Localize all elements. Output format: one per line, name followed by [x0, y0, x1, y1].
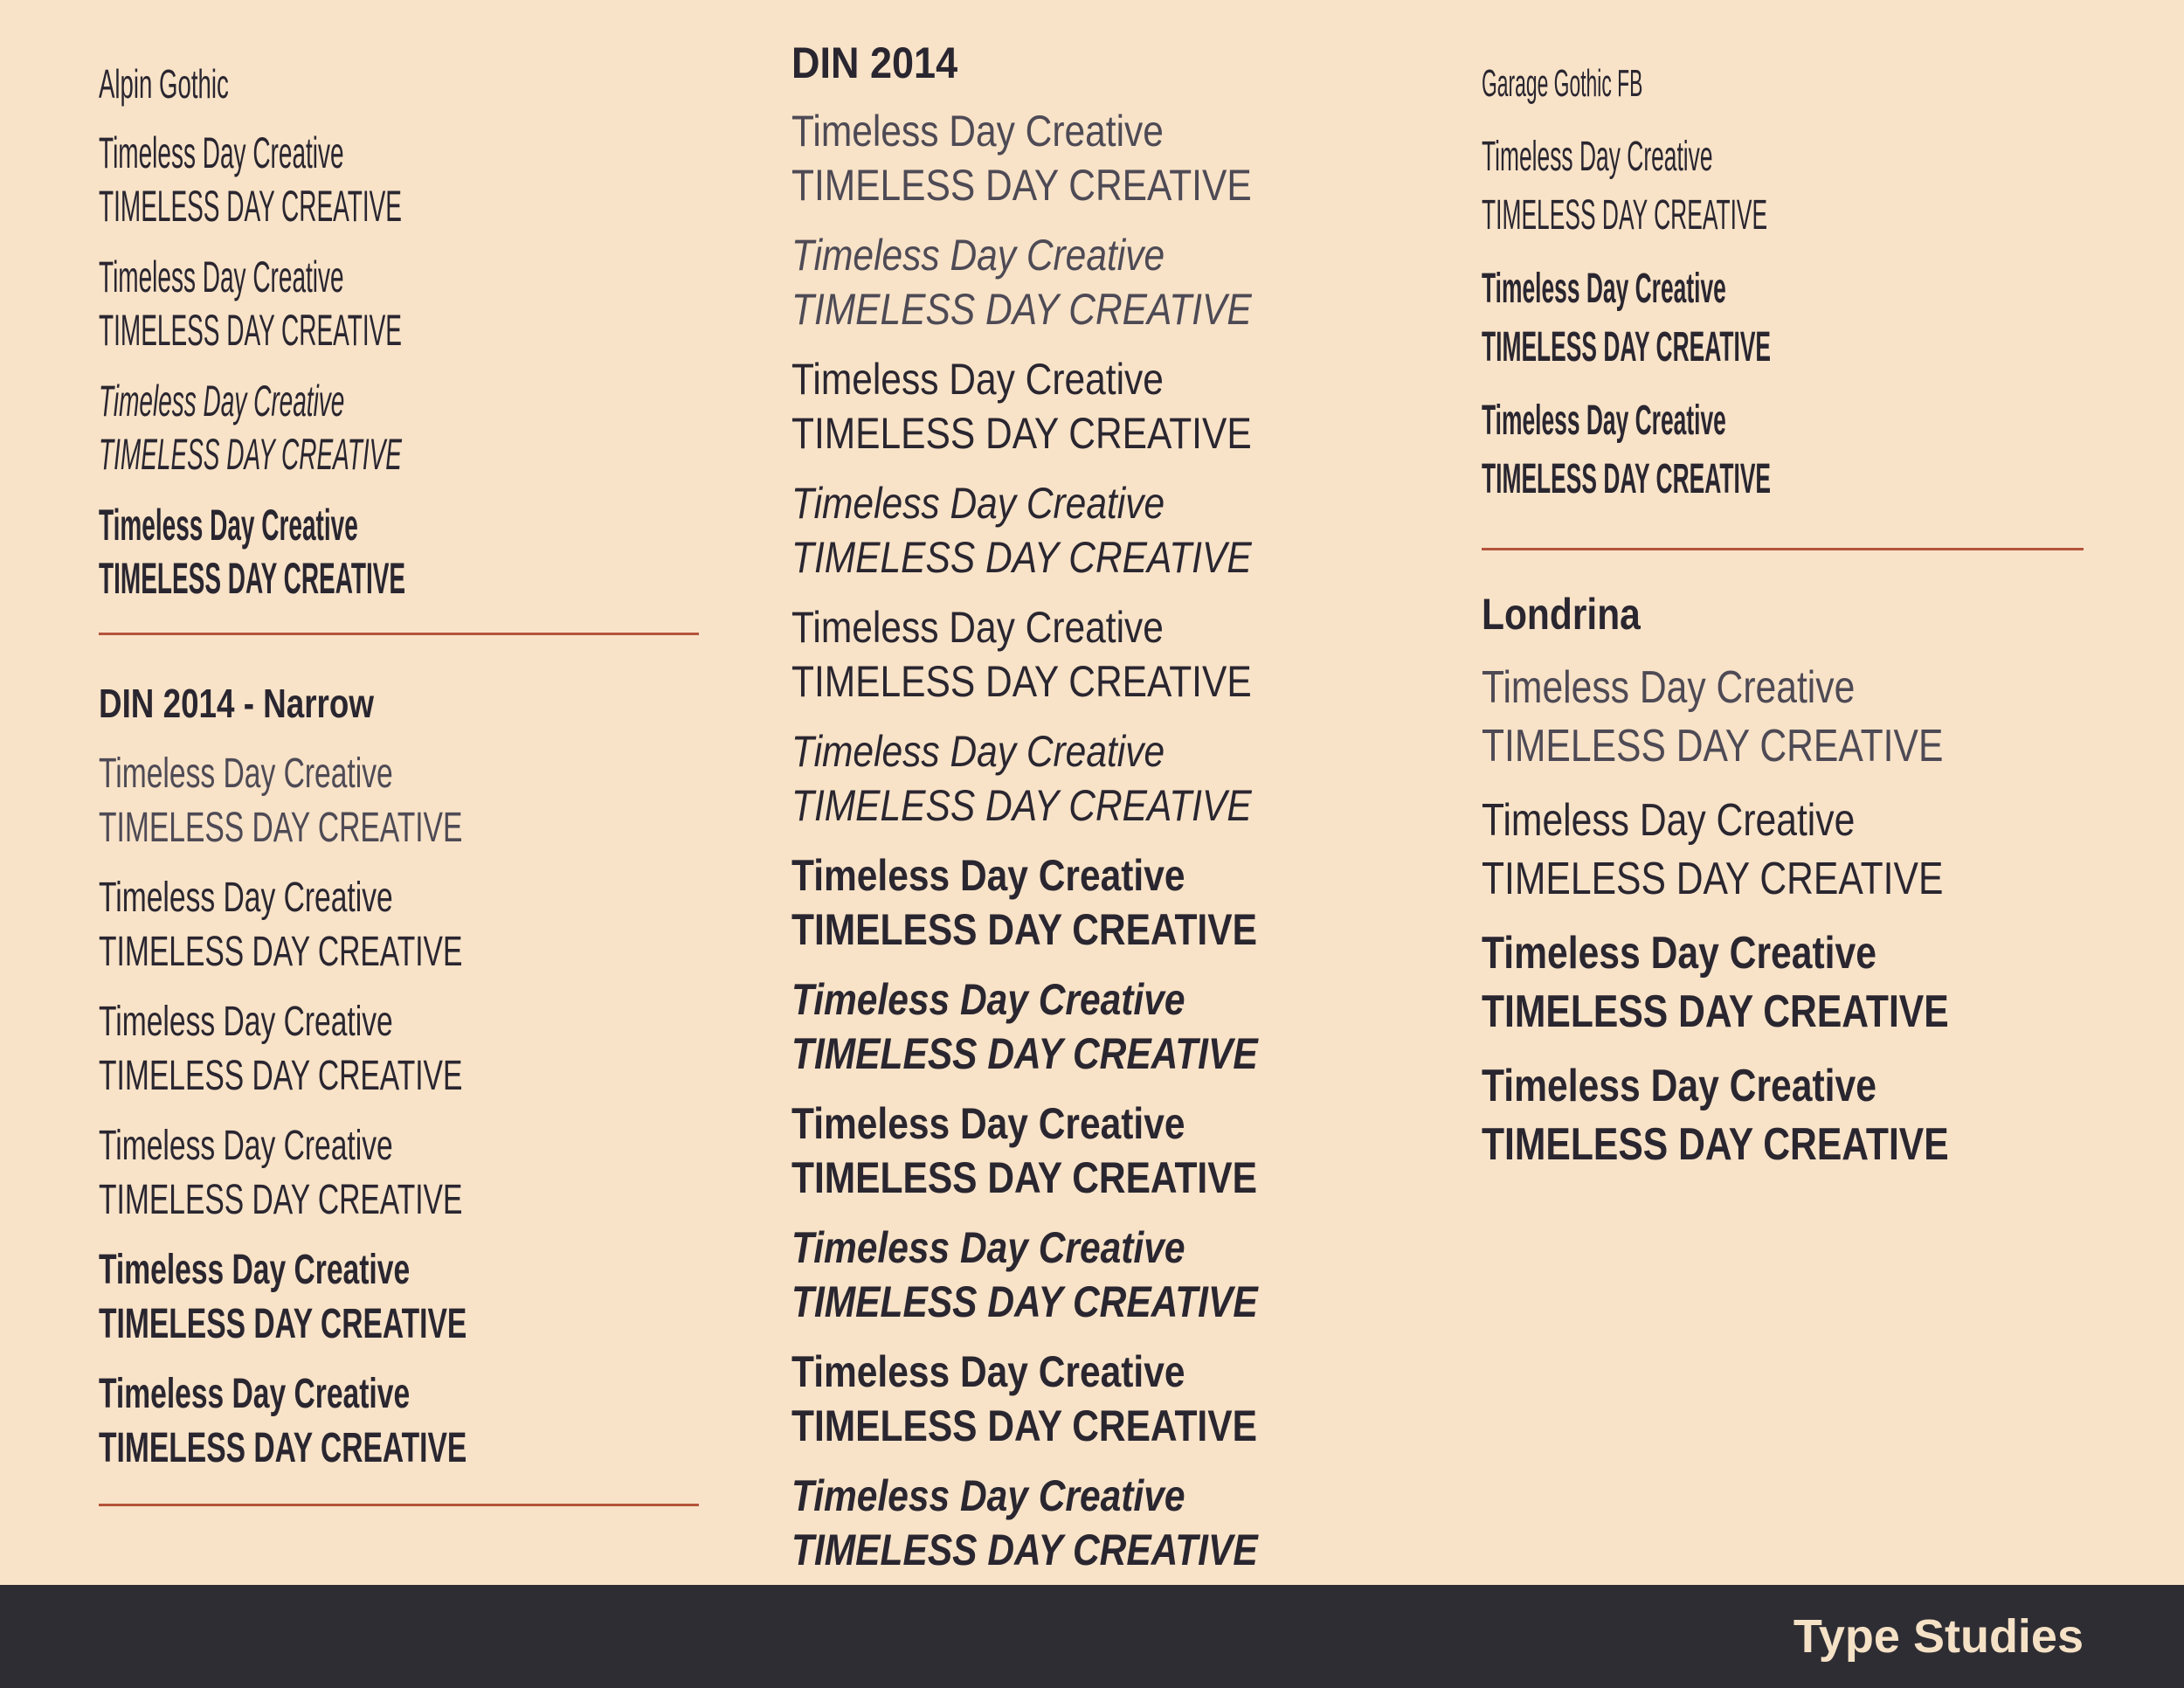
sample-mixed: Timeless Day Creative	[791, 479, 1165, 528]
sample-upper: TIMELESS DAY CREATIVE	[99, 929, 463, 975]
section-title: DIN 2014 - Narrow	[99, 681, 374, 726]
sample-mixed: Timeless Day Creative	[791, 107, 1164, 156]
sample-upper: TIMELESS DAY CREATIVE	[99, 430, 402, 479]
sample-upper: TIMELESS DAY CREATIVE	[99, 805, 463, 851]
sample-mixed: Timeless Day Creative	[1482, 795, 1856, 846]
sample-upper: TIMELESS DAY CREATIVE	[99, 182, 402, 231]
sample-mixed: Timeless Day Creative	[99, 751, 393, 797]
sample-mixed: Timeless Day Creative	[99, 501, 358, 550]
sample-mixed: Timeless Day Creative	[791, 1223, 1185, 1272]
sample-mixed: Timeless Day Creative	[791, 851, 1185, 900]
sample-upper: TIMELESS DAY CREATIVE	[791, 533, 1252, 582]
divider	[99, 1504, 699, 1506]
divider	[1482, 548, 2084, 550]
sample-mixed: Timeless Day Creative	[791, 1347, 1185, 1396]
sample-upper: TIMELESS DAY CREATIVE	[99, 554, 406, 603]
sample-upper: TIMELESS DAY CREATIVE	[1482, 324, 1772, 370]
sample-upper: TIMELESS DAY CREATIVE	[99, 1053, 463, 1099]
sample-mixed: Timeless Day Creative	[791, 355, 1164, 404]
sample-mixed: Timeless Day Creative	[1482, 662, 1856, 713]
sample-upper: TIMELESS DAY CREATIVE	[791, 1153, 1257, 1202]
footer: Type Studies	[0, 1585, 2184, 1688]
sample-upper: TIMELESS DAY CREATIVE	[1482, 456, 1772, 502]
sample-upper: TIMELESS DAY CREATIVE	[791, 409, 1252, 458]
sample-mixed: Timeless Day Creative	[99, 128, 344, 177]
sample-upper: TIMELESS DAY CREATIVE	[99, 1177, 463, 1223]
sample-upper: TIMELESS DAY CREATIVE	[1482, 192, 1768, 239]
sample-mixed: Timeless Day Creative	[791, 1471, 1185, 1520]
sample-mixed: Timeless Day Creative	[791, 603, 1164, 652]
section-title: Garage Gothic FB	[1482, 62, 1643, 105]
sample-upper: TIMELESS DAY CREATIVE	[1482, 1119, 1949, 1170]
divider	[99, 633, 699, 635]
section-title: Londrina	[1482, 590, 1641, 639]
sample-mixed: Timeless Day Creative	[1482, 1061, 1876, 1111]
section-title: DIN 2014	[791, 38, 958, 87]
sample-mixed: Timeless Day Creative	[99, 377, 345, 425]
sample-upper: TIMELESS DAY CREATIVE	[791, 161, 1252, 210]
sample-mixed: Timeless Day Creative	[99, 875, 393, 921]
sample-mixed: Timeless Day Creative	[1482, 266, 1726, 312]
sample-mixed: Timeless Day Creative	[791, 727, 1165, 776]
sample-upper: TIMELESS DAY CREATIVE	[791, 285, 1252, 334]
sample-upper: TIMELESS DAY CREATIVE	[1482, 854, 1944, 904]
sample-upper: TIMELESS DAY CREATIVE	[1482, 986, 1949, 1037]
sample-upper: TIMELESS DAY CREATIVE	[1482, 721, 1944, 771]
sample-mixed: Timeless Day Creative	[791, 1099, 1185, 1148]
sample-mixed: Timeless Day Creative	[1482, 134, 1713, 180]
sample-mixed: Timeless Day Creative	[99, 1247, 411, 1293]
sample-upper: TIMELESS DAY CREATIVE	[791, 1525, 1258, 1574]
sample-mixed: Timeless Day Creative	[791, 975, 1185, 1024]
sample-mixed: Timeless Day Creative	[1482, 928, 1876, 979]
sample-upper: TIMELESS DAY CREATIVE	[99, 1301, 467, 1347]
sample-mixed: Timeless Day Creative	[1482, 398, 1726, 444]
section-title: Alpin Gothic	[99, 61, 229, 107]
sample-upper: TIMELESS DAY CREATIVE	[791, 657, 1252, 706]
sample-mixed: Timeless Day Creative	[99, 1123, 393, 1169]
footer-title: Type Studies	[1793, 1610, 2084, 1663]
sample-upper: TIMELESS DAY CREATIVE	[791, 781, 1252, 830]
sample-upper: TIMELESS DAY CREATIVE	[791, 1401, 1257, 1450]
sample-mixed: Timeless Day Creative	[791, 231, 1165, 280]
sample-upper: TIMELESS DAY CREATIVE	[99, 1425, 467, 1471]
sample-upper: TIMELESS DAY CREATIVE	[791, 1029, 1258, 1078]
sample-upper: TIMELESS DAY CREATIVE	[99, 306, 402, 355]
sample-mixed: Timeless Day Creative	[99, 999, 393, 1045]
sample-mixed: Timeless Day Creative	[99, 1371, 411, 1417]
sample-mixed: Timeless Day Creative	[99, 253, 344, 301]
sample-upper: TIMELESS DAY CREATIVE	[791, 905, 1257, 954]
sample-upper: TIMELESS DAY CREATIVE	[791, 1277, 1258, 1326]
